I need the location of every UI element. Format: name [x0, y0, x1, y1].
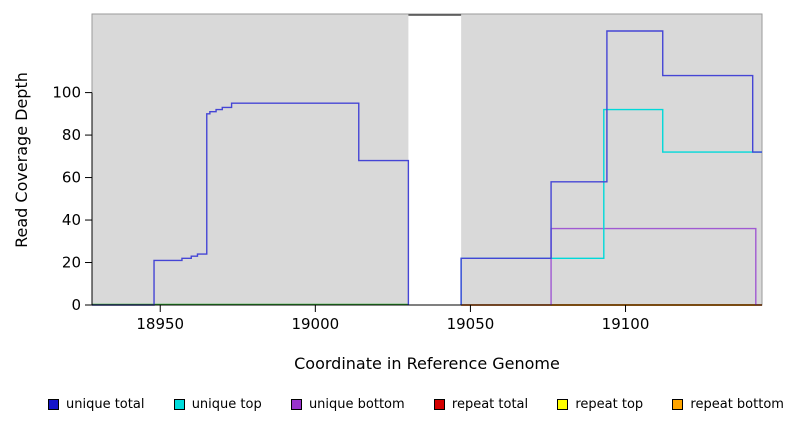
legend-swatch-icon: [48, 399, 59, 410]
legend-swatch-icon: [173, 399, 185, 410]
series-line-unique-bottom: [550, 227, 757, 305]
y-axis-title: Read Coverage Depth: [12, 72, 31, 248]
x-tick-label: 19100: [602, 315, 650, 333]
legend-item-repeat-total: repeat total: [433, 397, 529, 412]
legend-label: repeat total: [451, 397, 529, 412]
x-axis-title: Coordinate in Reference Genome: [294, 354, 560, 373]
legend-swatch-icon: [672, 399, 684, 410]
y-tick-label: 20: [62, 254, 81, 272]
y-tick-label: 40: [62, 211, 81, 229]
x-tick-label: 18950: [136, 315, 184, 333]
legend-swatch-icon: [290, 399, 302, 410]
legend-label: unique top: [191, 397, 262, 412]
legend-item-repeat-bottom: repeat bottom: [672, 397, 784, 412]
legend-label: unique total: [66, 397, 145, 412]
legend-label: repeat bottom: [690, 397, 784, 412]
x-tick-label: 19050: [447, 315, 495, 333]
y-tick-label: 0: [71, 296, 81, 314]
legend-item-unique-top: unique top: [173, 397, 262, 412]
legend-label: unique bottom: [308, 397, 405, 412]
legend-swatch-icon: [557, 399, 569, 410]
x-tick-label: 19000: [291, 315, 339, 333]
legend-item-unique-bottom: unique bottom: [290, 397, 405, 412]
gap-region: [408, 14, 462, 305]
y-tick-label: 60: [62, 169, 81, 187]
legend-swatch-icon: [433, 399, 445, 410]
series-line-unique-total: [92, 102, 410, 306]
y-tick-label: 100: [52, 84, 81, 102]
legend-item-repeat-top: repeat top: [557, 397, 643, 412]
legend-item-unique-total: unique total: [48, 397, 144, 412]
y-tick-label: 80: [62, 126, 81, 144]
series-line-unique-total: [460, 30, 762, 305]
legend-label: repeat top: [575, 397, 644, 412]
legend: unique total unique top unique bottom repea…: [48, 397, 784, 412]
